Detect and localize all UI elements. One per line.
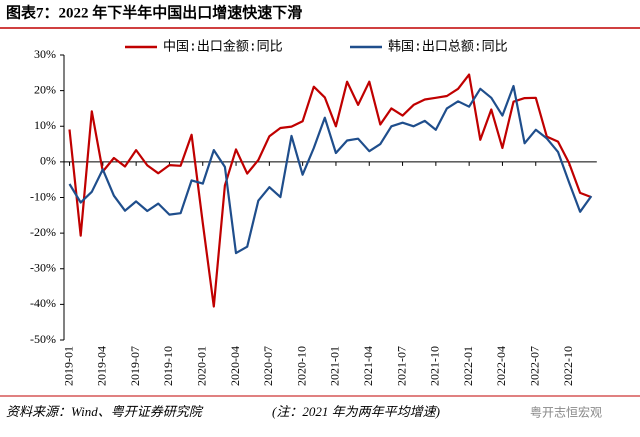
legend-label: 中国:出口金额:同比 [163, 39, 283, 55]
x-tick-label: 2019-01 [61, 346, 75, 386]
x-tick-label: 2022-07 [528, 346, 542, 386]
x-tick-label: 2020-07 [261, 346, 275, 386]
y-tick-label: -10% [30, 189, 56, 203]
source: 资料来源：Wind、粤开证券研究院 [6, 404, 204, 419]
x-tick-label: 2019-04 [95, 346, 109, 386]
x-tick-label: 2019-10 [161, 346, 175, 386]
y-tick-label: -30% [30, 261, 56, 275]
y-tick-label: 30% [34, 47, 56, 61]
y-tick-label: -40% [30, 296, 56, 310]
legend-label: 韩国:出口总额:同比 [388, 40, 508, 55]
x-tick-label: 2019-07 [128, 346, 142, 386]
watermark: 粤开志恒宏观 [530, 405, 602, 420]
x-tick-label: 2022-04 [494, 346, 508, 386]
y-tick-label: 20% [34, 82, 56, 96]
x-tick-label: 2020-04 [228, 346, 242, 386]
x-tick-label: 2022-01 [461, 346, 475, 386]
x-tick-label: 2021-01 [328, 346, 342, 386]
series-line [68, 73, 592, 308]
chart-title: 图表7：2022 年下半年中国出口增速快速下滑 [6, 3, 302, 21]
note: (注：2021 年为两年平均增速) [272, 404, 440, 419]
x-tick-label: 2021-10 [428, 346, 442, 386]
y-tick-label: 10% [34, 118, 56, 132]
x-tick-label: 2021-04 [361, 346, 375, 386]
x-tick-label: 2022-10 [561, 346, 575, 386]
y-tick-label: 0% [40, 154, 56, 168]
x-tick-label: 2020-10 [294, 346, 308, 386]
x-tick-label: 2020-01 [195, 346, 209, 386]
x-tick-label: 2021-07 [394, 346, 408, 386]
y-tick-label: -50% [30, 332, 56, 346]
y-tick-label: -20% [30, 225, 56, 239]
series-line [68, 84, 593, 255]
